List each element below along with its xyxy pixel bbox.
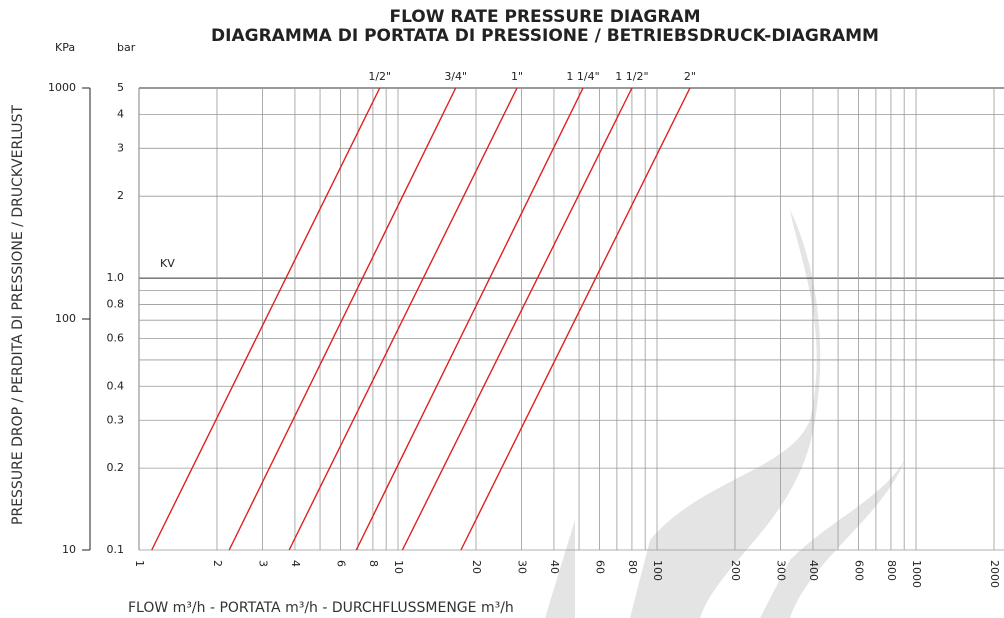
chart-title: FLOW RATE PRESSURE DIAGRAM [389,7,700,27]
x-tick-label: 20 [470,560,483,574]
x-tick-label: 400 [807,560,820,581]
x-tick-label: 3 [257,560,270,567]
series-label: 1 1/2" [615,70,648,83]
y-tick-label: 0.1 [107,543,125,556]
y-tick-label: 0.8 [107,297,125,310]
chart-subtitle: DIAGRAMMA DI PORTATA DI PRESSIONE / BETR… [211,26,879,46]
x-tick-label: 6 [335,560,348,567]
x-tick-label: 2 [211,560,224,567]
x-tick-label: 8 [367,560,380,567]
y-tick-label: 5 [117,81,124,94]
x-tick-label: 2000 [988,560,1001,588]
x-tick-label: 1000 [910,560,923,588]
y-unit: bar [117,41,136,54]
y2-tick-label: 100 [55,312,76,325]
x-tick-label: 60 [594,560,607,574]
x-tick-label: 10 [392,560,405,574]
series-label: 2" [684,70,696,83]
x-tick-label: 4 [289,560,302,567]
kv-annotation: KV [160,257,175,270]
x-tick-label: 1 [133,560,146,567]
y-tick-label: 4 [117,107,124,120]
x-tick-label: 300 [775,560,788,581]
series-label: 3/4" [444,70,467,83]
pipe-line [402,88,631,550]
x-tick-label: 40 [548,560,561,574]
y-tick-label: 0.4 [107,379,125,392]
y2-unit: KPa [55,41,75,54]
x-tick-label: 80 [626,560,639,574]
y-tick-label: 0.6 [107,331,125,344]
y-tick-label: 0.2 [107,461,125,474]
x-axis-title: FLOW m³/h - PORTATA m³/h - DURCHFLUSSMEN… [128,600,514,616]
series-label: 1 1/4" [566,70,599,83]
watermark [630,210,820,618]
series-label: 1" [511,70,523,83]
y2-tick-label: 10 [62,543,76,556]
pipe-line [356,88,583,550]
series-label: 1/2" [368,70,391,83]
x-tick-label: 30 [516,560,529,574]
pipe-line [289,88,517,550]
chart: FLOW RATE PRESSURE DIAGRAM DIAGRAMMA DI … [0,0,1004,618]
x-tick-label: 600 [853,560,866,581]
x-tick-label: 800 [885,560,898,581]
x-tick-label: 100 [651,560,664,581]
y-tick-label: 2 [117,189,124,202]
y-tick-label: 0.3 [107,413,125,426]
y-axis-title: PRESSURE DROP / PERDITA DI PRESSIONE / D… [10,105,26,525]
y-tick-label: 1.0 [107,271,125,284]
x-tick-label: 200 [729,560,742,581]
y2-tick-label: 1000 [48,81,76,94]
pipe-line [461,88,690,550]
pipe-line [229,88,455,550]
y-tick-label: 3 [117,141,124,154]
pipe-line [152,88,380,550]
